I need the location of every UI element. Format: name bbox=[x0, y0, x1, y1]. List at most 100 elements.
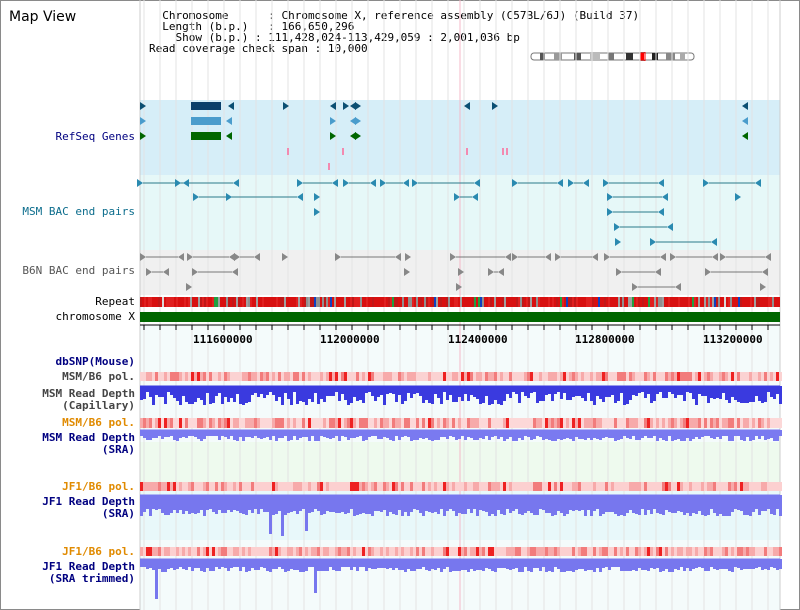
msm-depth-sra-bar bbox=[263, 430, 266, 438]
jf1-depth-sra-bar bbox=[221, 495, 224, 513]
jf1-depth-sra-bar bbox=[713, 495, 716, 513]
jf1-depth-sra-bar bbox=[506, 495, 509, 509]
jf1-depth-trimmed-bar bbox=[209, 559, 212, 571]
repeat-segment bbox=[532, 297, 534, 307]
msm-depth-capillary-bar bbox=[164, 386, 167, 404]
msm-b6-pol-strip-2 bbox=[380, 418, 383, 428]
msm-depth-sra-bar bbox=[668, 430, 671, 436]
msm-b6-pol-strip bbox=[266, 372, 269, 381]
msm-b6-pol-strip bbox=[443, 372, 446, 381]
jf1-b6-pol-strip-2 bbox=[725, 547, 728, 556]
jf1-depth-sra-bar bbox=[344, 495, 347, 514]
msm-b6-pol-strip-2 bbox=[719, 418, 722, 428]
jf1-b6-pol-strip bbox=[434, 482, 437, 491]
repeat-segment bbox=[626, 297, 628, 307]
jf1-depth-trimmed-bar bbox=[428, 559, 431, 571]
jf1-b6-pol-strip-2 bbox=[377, 547, 380, 556]
msm-depth-capillary-bar bbox=[581, 386, 584, 398]
msm-depth-capillary-bar bbox=[533, 386, 536, 392]
msm-b6-pol-strip bbox=[689, 372, 692, 381]
msm-b6-pol-strip bbox=[386, 372, 389, 381]
jf1-depth-trimmed-bar bbox=[695, 559, 698, 568]
jf1-depth-sra-bar bbox=[719, 495, 722, 514]
jf1-depth-trimmed-bar bbox=[317, 559, 320, 571]
chromosome-label: chromosome X bbox=[55, 310, 135, 323]
msm-depth-capillary-bar bbox=[572, 386, 575, 397]
jf1-depth-trimmed-bar bbox=[731, 559, 734, 572]
msm-depth-sra-bar bbox=[353, 430, 356, 438]
jf1-depth-sra-bar bbox=[149, 495, 152, 516]
refseq-gene-mark bbox=[742, 117, 748, 125]
msm-b6-pol-strip bbox=[533, 372, 536, 381]
msm-b6-pol-strip bbox=[413, 372, 416, 381]
msm-b6-pol-strip-2 bbox=[188, 418, 191, 428]
jf1-b6-pol-strip bbox=[380, 482, 383, 491]
msm-b6-pol-strip bbox=[584, 372, 587, 381]
msm-b6-pol-strip-2 bbox=[311, 418, 314, 428]
repeat-segment bbox=[304, 297, 306, 307]
refseq-pink-mark bbox=[502, 148, 504, 155]
jf1-depth-trimmed-bar bbox=[425, 559, 428, 570]
jf1-depth-sra-bar bbox=[290, 495, 293, 512]
repeat-segment bbox=[526, 297, 528, 307]
jf1-depth-sra-bar bbox=[620, 495, 623, 515]
repeat-segment bbox=[638, 297, 640, 307]
msm-bac-label[interactable]: MSM BAC end pairs bbox=[22, 205, 135, 218]
jf1-b6-pol-strip bbox=[545, 482, 548, 491]
repeat-segment bbox=[142, 297, 144, 307]
repeat-segment bbox=[734, 297, 736, 307]
chromosome-ideogram[interactable] bbox=[530, 52, 695, 61]
b6n-bac-label[interactable]: B6N BAC end pairs bbox=[22, 264, 135, 277]
jf1-depth-sra-bar bbox=[629, 495, 632, 510]
jf1-depth-trimmed-bar bbox=[557, 559, 560, 569]
jf1-depth-sra-bar bbox=[500, 495, 503, 514]
repeat-segment bbox=[748, 297, 750, 307]
msm-b6-pol-strip bbox=[530, 372, 533, 381]
msm-bac-end bbox=[667, 223, 673, 231]
repeat-segment bbox=[774, 297, 776, 307]
msm-depth-sra-bar bbox=[530, 430, 533, 440]
repeat-segment bbox=[370, 297, 372, 307]
msm-b6-pol-strip-2 bbox=[206, 418, 209, 428]
jf1-depth-sra-bar bbox=[368, 495, 371, 514]
msm-b6-pol-strip bbox=[380, 372, 383, 381]
repeat-label: Repeat bbox=[95, 295, 135, 308]
jf1-b6-pol-strip-2 bbox=[281, 547, 284, 556]
jf1-b6-pol-strip bbox=[221, 482, 224, 491]
jf1-b6-pol-strip-2 bbox=[404, 547, 407, 556]
jf1-depth-trimmed-bar bbox=[443, 559, 446, 569]
jf1-b6-pol-strip-2 bbox=[743, 547, 746, 556]
jf1-depth-trimmed-bar bbox=[740, 559, 743, 570]
msm-depth-capillary-bar bbox=[347, 386, 350, 405]
msm-depth-capillary-bar bbox=[332, 386, 335, 396]
jf1-depth-sra-bar bbox=[458, 495, 461, 513]
jf1-depth-trimmed-bar bbox=[512, 559, 515, 569]
jf1-b6-pol-strip bbox=[758, 482, 761, 491]
msm-depth-sra-bar bbox=[344, 430, 347, 437]
msm-b6-pol-strip bbox=[332, 372, 335, 381]
jf1-b6-pol-strip bbox=[179, 482, 182, 491]
jf1-b6-pol-strip bbox=[440, 482, 443, 491]
jf1-depth-trimmed-bar bbox=[230, 559, 233, 568]
repeat-segment bbox=[490, 297, 492, 307]
msm-b6-pol-strip bbox=[395, 372, 398, 381]
msm-b6-pol-strip-2 bbox=[212, 418, 215, 428]
dbsnp-label[interactable]: dbSNP(Mouse) bbox=[55, 355, 135, 368]
jf1-depth-sra-bar bbox=[203, 495, 206, 516]
jf1-b6-pol-strip bbox=[257, 482, 260, 491]
jf1-depth-trimmed-bar bbox=[431, 559, 434, 569]
repeat-segment bbox=[438, 297, 440, 307]
b6n-bac-end bbox=[335, 253, 341, 261]
msm-bac-end bbox=[370, 179, 376, 187]
repeat-segment bbox=[162, 297, 164, 307]
jf1-b6-pol-strip-2 bbox=[278, 547, 281, 556]
msm-b6-pol-strip-2 bbox=[368, 418, 371, 428]
repeat-segment bbox=[322, 297, 324, 307]
jf1-depth-trimmed-bar bbox=[617, 559, 620, 567]
jf1-b6-pol-strip-2 bbox=[734, 547, 737, 556]
jf1-b6-pol-strip-2 bbox=[317, 547, 320, 556]
b6n-bac-end bbox=[187, 253, 193, 261]
repeat-segment bbox=[170, 297, 172, 307]
refseq-genes-label[interactable]: RefSeq Genes bbox=[55, 130, 135, 143]
